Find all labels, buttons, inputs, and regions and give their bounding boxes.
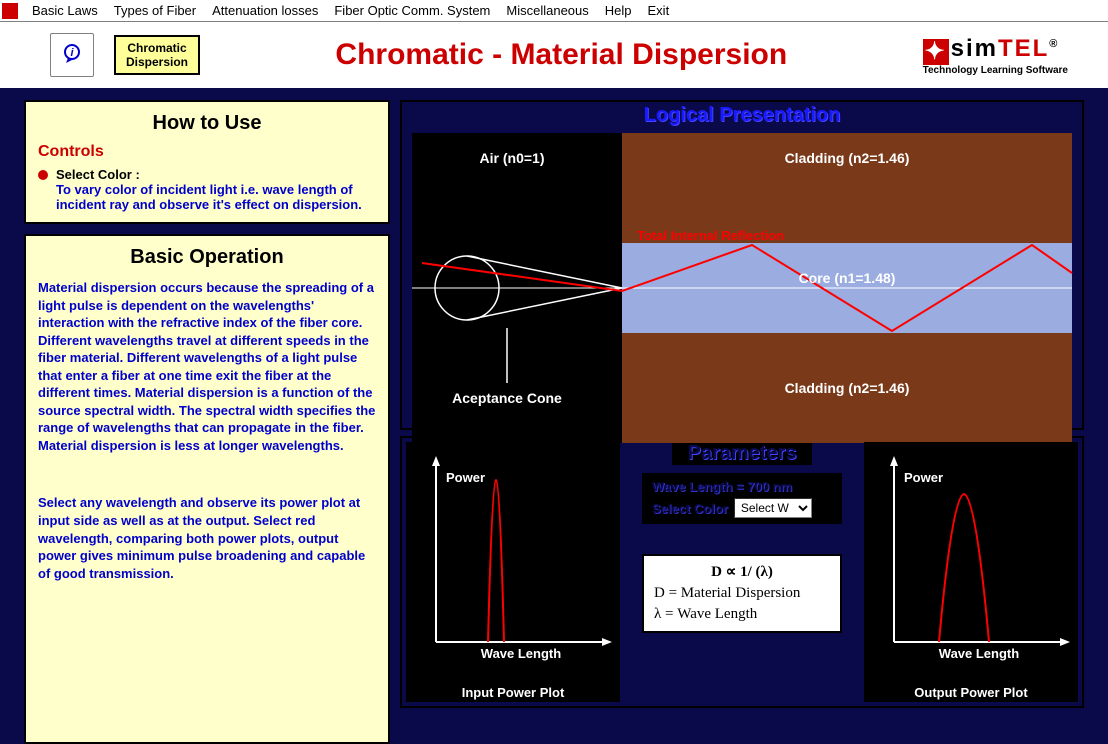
svg-text:Wave Length: Wave Length xyxy=(481,646,561,661)
chromatic-dispersion-button[interactable]: Chromatic Dispersion xyxy=(114,35,200,76)
menu-attenuation-losses[interactable]: Attenuation losses xyxy=(204,1,326,20)
howto-panel: How to Use Controls Select Color : To va… xyxy=(24,100,390,224)
menu-help[interactable]: Help xyxy=(597,1,640,20)
bullet-icon xyxy=(38,170,48,180)
svg-text:Power: Power xyxy=(446,470,485,485)
page-title: Chromatic - Material Dispersion xyxy=(200,38,923,72)
basicop-p1: Material dispersion occurs because the s… xyxy=(38,279,376,454)
parameters-panel: Power Wave Length Input Power Plot Param… xyxy=(400,436,1084,708)
formula-box: D ∝ 1/ (λ) D = Material Dispersion λ = W… xyxy=(642,554,842,633)
param-block: Wave Length = 700 nm Select Color Select… xyxy=(642,473,842,524)
formula-line2: D = Material Dispersion xyxy=(654,583,830,604)
wavelength-display: Wave Length = 700 nm xyxy=(652,479,832,494)
menu-basic-laws[interactable]: Basic Laws xyxy=(24,1,106,20)
logo-mark-icon: ✦ xyxy=(923,39,949,65)
air-label: Air (n0=1) xyxy=(480,150,545,166)
info-icon: i xyxy=(60,43,84,67)
logo: ✦simTEL® Technology Learning Software xyxy=(923,35,1068,76)
main: How to Use Controls Select Color : To va… xyxy=(0,90,1108,744)
menu-fiber-optic-comm[interactable]: Fiber Optic Comm. System xyxy=(326,1,498,20)
input-plot-caption: Input Power Plot xyxy=(406,685,620,700)
menubar: Basic Laws Types of Fiber Attenuation lo… xyxy=(0,0,1108,22)
svg-text:Cladding (n2=1.46): Cladding (n2=1.46) xyxy=(785,380,910,396)
svg-text:Power: Power xyxy=(904,470,943,485)
select-color-label: Select Color xyxy=(652,501,728,516)
logical-presentation-panel: Logical Presentation Air (n0=1) xyxy=(400,100,1084,430)
controls-heading: Controls xyxy=(38,143,376,161)
app-icon xyxy=(2,3,18,19)
formula-line3: λ = Wave Length xyxy=(654,604,830,625)
basicop-p2: Select any wavelength and observe its po… xyxy=(38,494,376,582)
svg-text:Wave Length: Wave Length xyxy=(939,646,1019,661)
select-color-dropdown[interactable]: Select W xyxy=(734,498,812,518)
svg-text:i: i xyxy=(70,47,74,59)
parameters-title: Parameters xyxy=(672,442,813,465)
svg-text:Aceptance Cone: Aceptance Cone xyxy=(452,390,562,406)
basicop-title: Basic Operation xyxy=(38,246,376,269)
left-column: How to Use Controls Select Color : To va… xyxy=(24,100,390,744)
info-button[interactable]: i xyxy=(50,33,94,77)
svg-text:Cladding (n2=1.46): Cladding (n2=1.46) xyxy=(785,150,910,166)
input-power-plot: Power Wave Length Input Power Plot xyxy=(406,442,620,702)
formula-line1: D ∝ 1/ (λ) xyxy=(654,562,830,583)
logo-sub: Technology Learning Software xyxy=(923,65,1068,76)
right-column: Logical Presentation Air (n0=1) xyxy=(400,100,1084,744)
control-label: Select Color : xyxy=(56,167,140,182)
chip-line2: Dispersion xyxy=(126,55,188,69)
control-item: Select Color : To vary color of incident… xyxy=(38,167,376,212)
logo-sim: sim xyxy=(951,35,998,62)
output-power-plot: Power Wave Length Output Power Plot xyxy=(864,442,1078,702)
control-desc: To vary color of incident light i.e. wav… xyxy=(56,182,362,212)
parameters-center: Parameters Wave Length = 700 nm Select C… xyxy=(624,442,860,702)
logical-title: Logical Presentation xyxy=(402,102,1082,133)
output-plot-caption: Output Power Plot xyxy=(864,685,1078,700)
menu-types-of-fiber[interactable]: Types of Fiber xyxy=(106,1,204,20)
svg-text:Total Internal Reflection: Total Internal Reflection xyxy=(637,228,784,243)
menu-exit[interactable]: Exit xyxy=(640,1,678,20)
basic-operation-panel: Basic Operation Material dispersion occu… xyxy=(24,234,390,744)
logo-tel: TEL xyxy=(998,35,1049,62)
logo-reg: ® xyxy=(1049,38,1059,50)
svg-text:Core (n1=1.48): Core (n1=1.48) xyxy=(799,270,896,286)
menu-miscellaneous[interactable]: Miscellaneous xyxy=(498,1,596,20)
fiber-diagram: Air (n0=1) Cladding (n2=1.46) Core (n1=1… xyxy=(402,133,1082,443)
header: i Chromatic Dispersion Chromatic - Mater… xyxy=(0,22,1108,90)
howto-title: How to Use xyxy=(38,112,376,135)
chip-line1: Chromatic xyxy=(126,41,188,55)
